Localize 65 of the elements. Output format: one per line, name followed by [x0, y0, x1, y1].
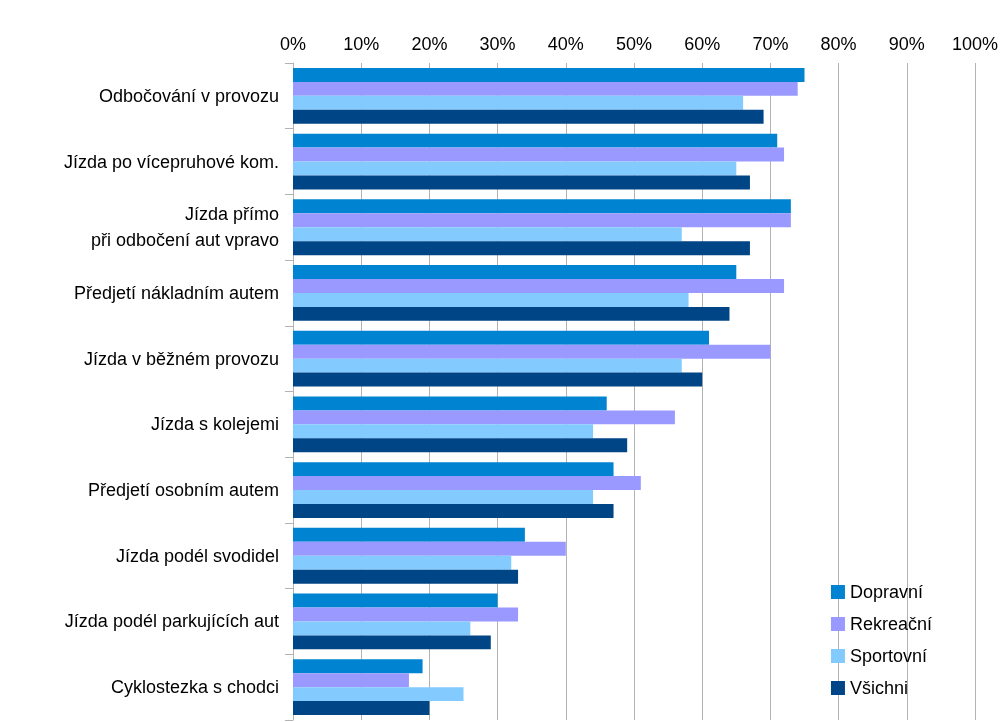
y-tick-label: Cyklostezka s chodci [110, 677, 279, 698]
bar [293, 673, 409, 688]
bar [293, 372, 703, 387]
x-tick-label: 60% [684, 34, 721, 54]
bar [293, 593, 498, 608]
bar [293, 306, 730, 321]
bar [293, 701, 430, 716]
bar [293, 687, 464, 702]
x-tick-label: 30% [479, 34, 516, 54]
bar [293, 569, 519, 584]
legend-label: Sportovní [849, 646, 928, 666]
y-tick-label: Odbočování v provozu [98, 85, 279, 106]
bar [293, 147, 785, 162]
bar [293, 541, 566, 556]
bar [293, 462, 614, 477]
bar [293, 241, 750, 256]
bar [293, 504, 614, 518]
bar [293, 95, 744, 110]
bar [293, 133, 778, 148]
bar [293, 424, 594, 439]
y-tick-label: Jízda v běžném provozu [83, 348, 279, 369]
x-tick-label: 50% [615, 34, 653, 54]
legend-label: Dopravní [849, 582, 924, 602]
x-tick-label: 0% [279, 34, 307, 54]
y-tick-label: Jízda podél svodidel [115, 545, 279, 566]
y-tick-label: Jízda podél parkujících aut [64, 611, 279, 632]
bar [293, 607, 519, 622]
bar [293, 344, 771, 359]
x-tick-label: 80% [820, 34, 857, 54]
x-tick-label: 10% [343, 34, 380, 54]
x-tick-label: 100% [951, 34, 999, 54]
bar [293, 227, 682, 242]
x-tick-label: 70% [752, 34, 789, 54]
bar [293, 175, 750, 190]
bar [293, 109, 764, 124]
y-tick-label: Předjetí osobním autem [87, 480, 279, 501]
bar [293, 396, 607, 411]
bar [293, 438, 628, 453]
bar [293, 635, 491, 650]
x-tick-label: 20% [411, 34, 448, 54]
bar [293, 67, 805, 82]
bar [293, 161, 737, 176]
x-tick-label: 40% [547, 34, 584, 54]
y-tick-label: Jízda s kolejemi [150, 414, 279, 435]
bar [293, 555, 512, 570]
bar [293, 278, 785, 293]
bar [293, 476, 641, 491]
bar [293, 330, 710, 345]
y-tick-label: Jízda po vícepruhové kom. [63, 151, 279, 172]
bar [293, 199, 791, 214]
bar [293, 213, 791, 228]
bar [293, 410, 675, 425]
legend-label: Všichni [849, 678, 908, 698]
x-tick-label: 90% [888, 34, 925, 54]
bar [293, 358, 682, 373]
bar [293, 621, 471, 636]
bar [293, 527, 525, 542]
bar [293, 659, 423, 674]
y-tick-label: Jízda přímo při odbočení aut vpravo [90, 204, 279, 251]
y-tick-label: Předjetí nákladním autem [73, 282, 279, 303]
bar [293, 490, 594, 505]
bar [293, 265, 737, 279]
bar [293, 81, 798, 96]
bar [293, 292, 689, 307]
legend-label: Rekreační [849, 614, 933, 634]
